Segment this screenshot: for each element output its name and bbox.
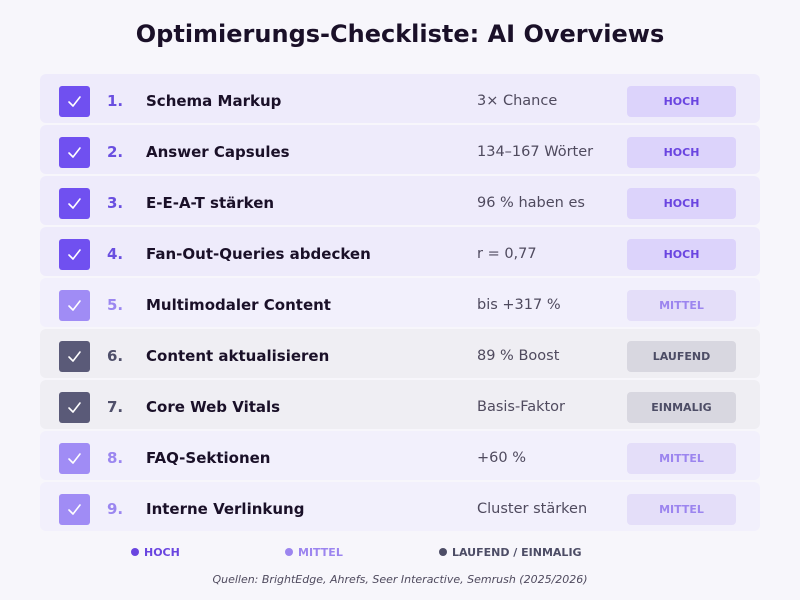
priority-badge: HOCH — [627, 137, 736, 168]
item-label: Schema Markup — [146, 92, 282, 110]
checkbox — [59, 341, 90, 372]
legend-label: MITTEL — [298, 546, 343, 559]
item-number: 9. — [107, 500, 124, 518]
item-number: 6. — [107, 347, 124, 365]
legend-label: HOCH — [144, 546, 180, 559]
checklist-row: 4. Fan-Out-Queries abdecken r = 0,77 HOCH — [40, 227, 760, 276]
source: Quellen: BrightEdge, Ahrefs, Seer Intera… — [212, 573, 588, 586]
checkbox — [59, 86, 90, 117]
item-number: 5. — [107, 296, 124, 314]
checkbox — [59, 290, 90, 321]
checkmark — [68, 249, 81, 260]
checkbox — [59, 443, 90, 474]
checkmark — [68, 351, 81, 362]
checklist-row: 6. Content aktualisieren 89 % Boost LAUFEND — [40, 329, 760, 378]
checkmark — [68, 300, 81, 311]
item-label: Content aktualisieren — [146, 347, 330, 365]
checklist-row: 3. E-E-A-T stärken 96 % haben es HOCH — [40, 176, 760, 225]
item-label: Answer Capsules — [146, 143, 290, 161]
checkmark — [68, 147, 81, 158]
checklist-row: 5. Multimodaler Content bis +317 % MITTEL — [40, 278, 760, 327]
priority-badge: EINMALIG — [627, 392, 736, 423]
checklist-row: 2. Answer Capsules 134–167 Wörter HOCH — [40, 125, 760, 174]
item-number: 4. — [107, 245, 124, 263]
item-number: 2. — [107, 143, 124, 161]
legend-label: LAUFEND / EINMALIG — [452, 546, 582, 559]
item-metric: Basis-Faktor — [477, 399, 566, 415]
item-label: FAQ-Sektionen — [146, 449, 271, 467]
priority-badge: LAUFEND — [627, 341, 736, 372]
item-number: 3. — [107, 194, 124, 212]
legend-item: MITTEL — [285, 546, 343, 559]
priority-badge: MITTEL — [627, 443, 736, 474]
checklist-row: 7. Core Web Vitals Basis-Faktor EINMALIG — [40, 380, 760, 429]
priority-badge: MITTEL — [627, 290, 736, 321]
checkmark — [68, 453, 81, 464]
item-number: 1. — [107, 92, 124, 110]
priority-badge: HOCH — [627, 188, 736, 219]
checklist-row: 8. FAQ-Sektionen +60 % MITTEL — [40, 431, 760, 480]
checkmark — [68, 198, 81, 209]
item-number: 7. — [107, 398, 124, 416]
item-metric: r = 0,77 — [477, 246, 537, 262]
item-metric: 96 % haben es — [477, 195, 585, 211]
item-metric: bis +317 % — [477, 297, 561, 313]
title: Optimierungs-Checkliste: AI Overviews — [135, 20, 665, 48]
priority-badge: HOCH — [627, 239, 736, 270]
item-label: Core Web Vitals — [146, 398, 281, 416]
item-label: Interne Verlinkung — [146, 500, 305, 518]
checkbox — [59, 392, 90, 423]
checkmark — [68, 504, 81, 515]
item-metric: +60 % — [477, 450, 526, 466]
checkbox — [59, 239, 90, 270]
item-label: E-E-A-T stärken — [146, 194, 275, 212]
priority-badge: HOCH — [627, 86, 736, 117]
priority-badge: MITTEL — [627, 494, 736, 525]
item-metric: 3× Chance — [477, 93, 558, 109]
checkbox — [59, 494, 90, 525]
checkmark — [68, 96, 81, 107]
checkbox — [59, 188, 90, 219]
checkmark — [68, 402, 81, 413]
item-metric: Cluster stärken — [477, 501, 588, 517]
item-label: Multimodaler Content — [146, 296, 331, 314]
item-number: 8. — [107, 449, 124, 467]
checklist-row: 9. Interne Verlinkung Cluster stärken MITTE… — [40, 482, 760, 531]
item-metric: 134–167 Wörter — [477, 144, 594, 160]
item-label: Fan-Out-Queries abdecken — [146, 245, 371, 263]
checklist-row: 1. Schema Markup 3× Chance HOCH — [40, 74, 760, 123]
legend-item: LAUFEND / EINMALIG — [439, 546, 582, 559]
checkbox — [59, 137, 90, 168]
item-metric: 89 % Boost — [477, 348, 560, 364]
legend-item: HOCH — [131, 546, 180, 559]
